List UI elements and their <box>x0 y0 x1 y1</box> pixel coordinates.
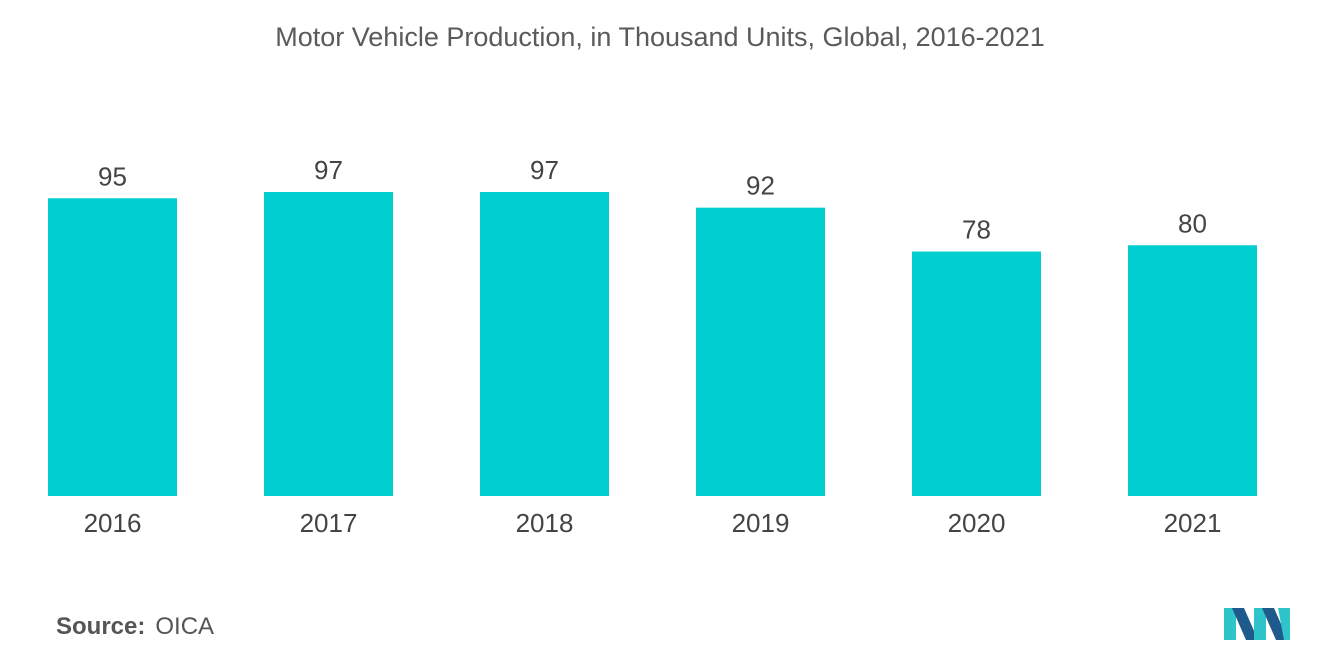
bar-chart: 95 97 97 92 78 80 2016 2017 2018 2019 2020 2021 <box>48 155 1257 538</box>
value-label-2020: 78 <box>962 215 991 245</box>
bar-2020 <box>912 251 1041 496</box>
category-label-2019: 2019 <box>732 508 790 538</box>
chart-title: Motor Vehicle Production, in Thousand Un… <box>275 22 1045 52</box>
value-label-2019: 92 <box>746 171 775 201</box>
bar-2016 <box>48 198 177 496</box>
category-label-2020: 2020 <box>948 508 1006 538</box>
category-label-2018: 2018 <box>516 508 574 538</box>
source-note: Source: OICA <box>56 613 214 641</box>
category-labels-group: 2016 2017 2018 2019 2020 2021 <box>84 508 1222 538</box>
logo-shape-left <box>1224 608 1236 640</box>
logo-shape-diag1 <box>1232 608 1258 640</box>
source-value: OICA <box>155 613 215 640</box>
category-label-2021: 2021 <box>1164 508 1222 538</box>
bar-2018 <box>480 192 609 496</box>
logo-shape-mid <box>1254 608 1266 640</box>
value-labels-group: 95 97 97 92 78 80 <box>98 155 1207 245</box>
mordor-logo-icon <box>1224 608 1290 640</box>
bar-2019 <box>696 207 825 496</box>
value-label-2017: 97 <box>314 155 343 185</box>
category-label-2016: 2016 <box>84 508 142 538</box>
value-label-2021: 80 <box>1178 208 1207 238</box>
value-label-2018: 97 <box>530 155 559 185</box>
bar-2021 <box>1128 245 1257 496</box>
logo-shape-right <box>1278 608 1290 640</box>
category-label-2017: 2017 <box>300 508 358 538</box>
bars-group <box>48 192 1257 496</box>
bar-2017 <box>264 192 393 496</box>
source-label: Source: <box>56 613 146 640</box>
logo-shape-diag2 <box>1262 608 1288 640</box>
value-label-2016: 95 <box>98 161 127 191</box>
